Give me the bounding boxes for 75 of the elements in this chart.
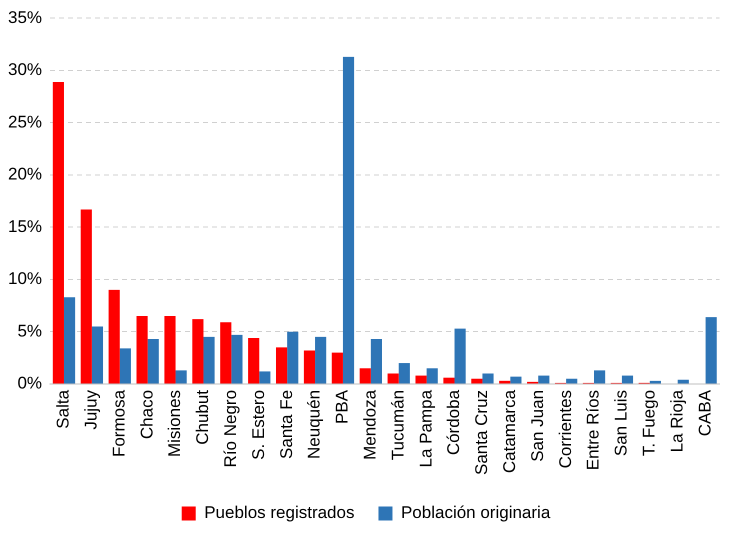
y-tick-label: 35% — [8, 8, 42, 27]
x-tick-label: La Pampa — [416, 389, 436, 468]
bar — [443, 378, 455, 384]
x-tick-label: CABA — [695, 389, 714, 436]
bar — [231, 334, 243, 384]
x-tick-label: Chaco — [137, 390, 156, 440]
bar — [678, 380, 689, 384]
bar — [510, 376, 522, 384]
x-tick-label: San Juan — [528, 390, 547, 462]
bar — [415, 376, 427, 384]
y-tick-label: 10% — [8, 269, 42, 288]
x-tick-label: PBA — [332, 389, 352, 424]
x-tick-label: Mendoza — [360, 389, 380, 460]
legend-label: Pueblos registrados — [204, 503, 354, 522]
bar — [259, 371, 270, 384]
bar — [287, 332, 298, 384]
bar — [176, 370, 187, 384]
x-tick-label: Salta — [54, 389, 73, 429]
bar — [52, 82, 64, 384]
y-tick-label: 20% — [8, 164, 42, 184]
x-tick-label: San Luis — [612, 390, 631, 456]
bar — [304, 350, 316, 384]
x-tick-label: Misiones — [165, 390, 184, 458]
x-tick-label: Formosa — [109, 389, 128, 458]
x-tick-label: Corrientes — [556, 390, 575, 468]
bar — [388, 374, 399, 384]
x-tick-label: Tucumán — [388, 390, 408, 460]
bar — [650, 380, 661, 384]
bar — [566, 378, 578, 384]
bar — [332, 352, 343, 384]
bar — [706, 317, 717, 384]
bar — [342, 56, 354, 384]
bar — [370, 339, 382, 384]
bar — [499, 380, 510, 384]
bar — [80, 209, 92, 384]
bar — [248, 338, 260, 384]
y-tick-label: 0% — [17, 374, 42, 393]
bar — [120, 348, 131, 384]
x-tick-label: La Rioja — [667, 389, 686, 452]
x-tick-label: Jujuy — [82, 389, 101, 430]
bar — [398, 363, 410, 384]
x-tick-label: Río Negro — [221, 390, 240, 468]
bar — [220, 322, 232, 384]
legend-label: Población originaria — [400, 503, 551, 522]
bar — [360, 368, 371, 384]
bar — [192, 319, 204, 384]
bar — [426, 368, 438, 384]
x-tick-label: S. Estero — [248, 390, 268, 460]
y-tick-label: 30% — [8, 60, 42, 80]
y-tick-label: 15% — [8, 216, 42, 236]
bar — [315, 336, 326, 384]
bar — [454, 328, 466, 384]
bar — [164, 316, 176, 384]
x-tick-label: T. Fuego — [639, 390, 658, 456]
bar — [203, 336, 215, 384]
bar — [471, 378, 482, 384]
x-tick-label: Córdoba — [444, 389, 464, 456]
bar — [108, 290, 120, 384]
x-tick-label: Santa Cruz — [472, 390, 492, 476]
bar — [136, 316, 148, 384]
bar — [92, 326, 104, 384]
bar — [482, 374, 494, 384]
bar — [148, 339, 159, 384]
bar — [276, 347, 288, 384]
bar — [594, 370, 606, 384]
y-tick-label: 5% — [17, 321, 42, 340]
bar — [622, 376, 634, 384]
x-tick-label: Entre Ríos — [584, 390, 603, 470]
bar — [538, 376, 550, 384]
x-tick-label: Chubut — [193, 390, 212, 445]
x-tick-label: Catamarca — [500, 389, 520, 474]
x-tick-label: Neuquén — [304, 390, 324, 459]
x-tick-label: Santa Fe — [276, 390, 296, 459]
y-tick-label: 25% — [8, 112, 42, 132]
bar — [64, 297, 76, 384]
